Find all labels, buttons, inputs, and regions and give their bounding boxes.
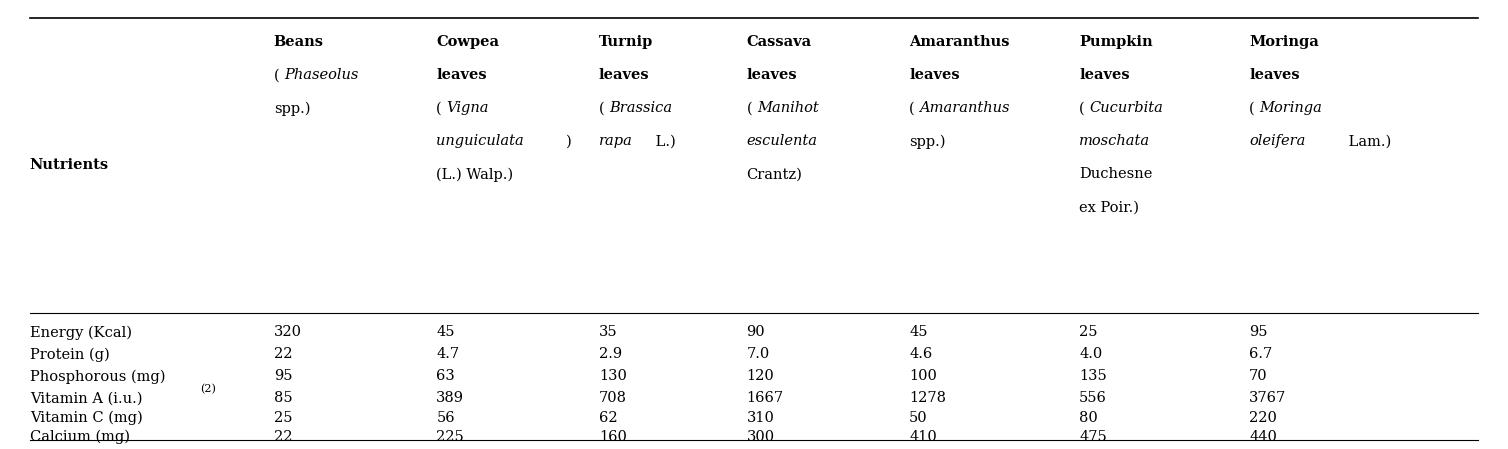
Text: 62: 62 xyxy=(599,411,617,425)
Text: 95: 95 xyxy=(274,370,293,383)
Text: Turnip: Turnip xyxy=(599,35,653,49)
Text: 22: 22 xyxy=(274,348,293,361)
Text: 7.0: 7.0 xyxy=(746,348,771,361)
Text: oleifera: oleifera xyxy=(1249,134,1306,148)
Text: 63: 63 xyxy=(436,370,455,383)
Text: 300: 300 xyxy=(746,430,775,444)
Text: Protein (g): Protein (g) xyxy=(30,347,110,361)
Text: 4.0: 4.0 xyxy=(1080,348,1102,361)
Text: Nutrients: Nutrients xyxy=(30,158,109,172)
Text: Phaseolus: Phaseolus xyxy=(284,68,359,82)
Text: spp.): spp.) xyxy=(274,101,311,116)
Text: (: ( xyxy=(746,101,752,115)
Text: moschata: moschata xyxy=(1080,134,1151,148)
Text: 320: 320 xyxy=(274,326,302,339)
Text: 56: 56 xyxy=(436,411,455,425)
Text: 50: 50 xyxy=(909,411,927,425)
Text: (: ( xyxy=(274,68,279,82)
Text: 1278: 1278 xyxy=(909,392,946,405)
Text: Lam.): Lam.) xyxy=(1344,134,1390,148)
Text: 135: 135 xyxy=(1080,370,1107,383)
Text: 4.7: 4.7 xyxy=(436,348,460,361)
Text: 100: 100 xyxy=(909,370,936,383)
Text: 4.6: 4.6 xyxy=(909,348,932,361)
Text: Crantz): Crantz) xyxy=(746,167,802,181)
Text: 35: 35 xyxy=(599,326,617,339)
Text: 410: 410 xyxy=(909,430,936,444)
Text: Calcium (mg): Calcium (mg) xyxy=(30,429,130,444)
Text: rapa: rapa xyxy=(599,134,633,148)
Text: (: ( xyxy=(1080,101,1084,115)
Text: (2): (2) xyxy=(199,383,216,394)
Text: Cucurbita: Cucurbita xyxy=(1089,101,1163,115)
Text: (: ( xyxy=(1249,101,1255,115)
Text: 85: 85 xyxy=(274,392,293,405)
Text: 95: 95 xyxy=(1249,326,1268,339)
Text: 3767: 3767 xyxy=(1249,392,1286,405)
Text: ): ) xyxy=(567,134,572,148)
Text: 45: 45 xyxy=(909,326,927,339)
Text: (: ( xyxy=(599,101,605,115)
Text: Duchesne: Duchesne xyxy=(1080,167,1152,181)
Text: leaves: leaves xyxy=(1080,68,1129,82)
Text: leaves: leaves xyxy=(909,68,959,82)
Text: spp.): spp.) xyxy=(909,134,946,149)
Text: 90: 90 xyxy=(746,326,765,339)
Text: Vigna: Vigna xyxy=(446,101,489,115)
Text: leaves: leaves xyxy=(436,68,487,82)
Text: leaves: leaves xyxy=(1249,68,1300,82)
Text: 22: 22 xyxy=(274,430,293,444)
Text: L.): L.) xyxy=(650,134,676,148)
Text: 130: 130 xyxy=(599,370,627,383)
Text: 225: 225 xyxy=(436,430,464,444)
Text: Vitamin A (i.u.): Vitamin A (i.u.) xyxy=(30,392,142,405)
Text: 80: 80 xyxy=(1080,411,1098,425)
Text: Moringa: Moringa xyxy=(1259,101,1323,115)
Text: (L.) Walp.): (L.) Walp.) xyxy=(436,167,513,182)
Text: 45: 45 xyxy=(436,326,455,339)
Text: Phosphorous (mg): Phosphorous (mg) xyxy=(30,369,166,383)
Text: (: ( xyxy=(436,101,442,115)
Text: Amaranthus: Amaranthus xyxy=(920,101,1010,115)
Text: 120: 120 xyxy=(746,370,775,383)
Text: Amaranthus: Amaranthus xyxy=(909,35,1010,49)
Text: 25: 25 xyxy=(274,411,293,425)
Text: 25: 25 xyxy=(1080,326,1098,339)
Text: Manihot: Manihot xyxy=(757,101,819,115)
Text: leaves: leaves xyxy=(746,68,798,82)
Text: leaves: leaves xyxy=(599,68,650,82)
Text: 6.7: 6.7 xyxy=(1249,348,1273,361)
Text: 2.9: 2.9 xyxy=(599,348,621,361)
Text: 389: 389 xyxy=(436,392,464,405)
Text: 556: 556 xyxy=(1080,392,1107,405)
Text: unguiculata: unguiculata xyxy=(436,134,523,148)
Text: Energy (Kcal): Energy (Kcal) xyxy=(30,325,131,339)
Text: Vitamin C (mg): Vitamin C (mg) xyxy=(30,411,143,425)
Text: 310: 310 xyxy=(746,411,775,425)
Text: 160: 160 xyxy=(599,430,627,444)
Text: (: ( xyxy=(909,101,915,115)
Text: 1667: 1667 xyxy=(746,392,784,405)
Text: 475: 475 xyxy=(1080,430,1107,444)
Text: Beans: Beans xyxy=(274,35,324,49)
Text: Cassava: Cassava xyxy=(746,35,811,49)
Text: Moringa: Moringa xyxy=(1249,35,1320,49)
Text: ex Poir.): ex Poir.) xyxy=(1080,200,1139,214)
Text: 70: 70 xyxy=(1249,370,1268,383)
Text: 440: 440 xyxy=(1249,430,1277,444)
Text: Brassica: Brassica xyxy=(609,101,673,115)
Text: Pumpkin: Pumpkin xyxy=(1080,35,1152,49)
Text: esculenta: esculenta xyxy=(746,134,817,148)
Text: Cowpea: Cowpea xyxy=(436,35,499,49)
Text: 220: 220 xyxy=(1249,411,1277,425)
Text: 708: 708 xyxy=(599,392,627,405)
